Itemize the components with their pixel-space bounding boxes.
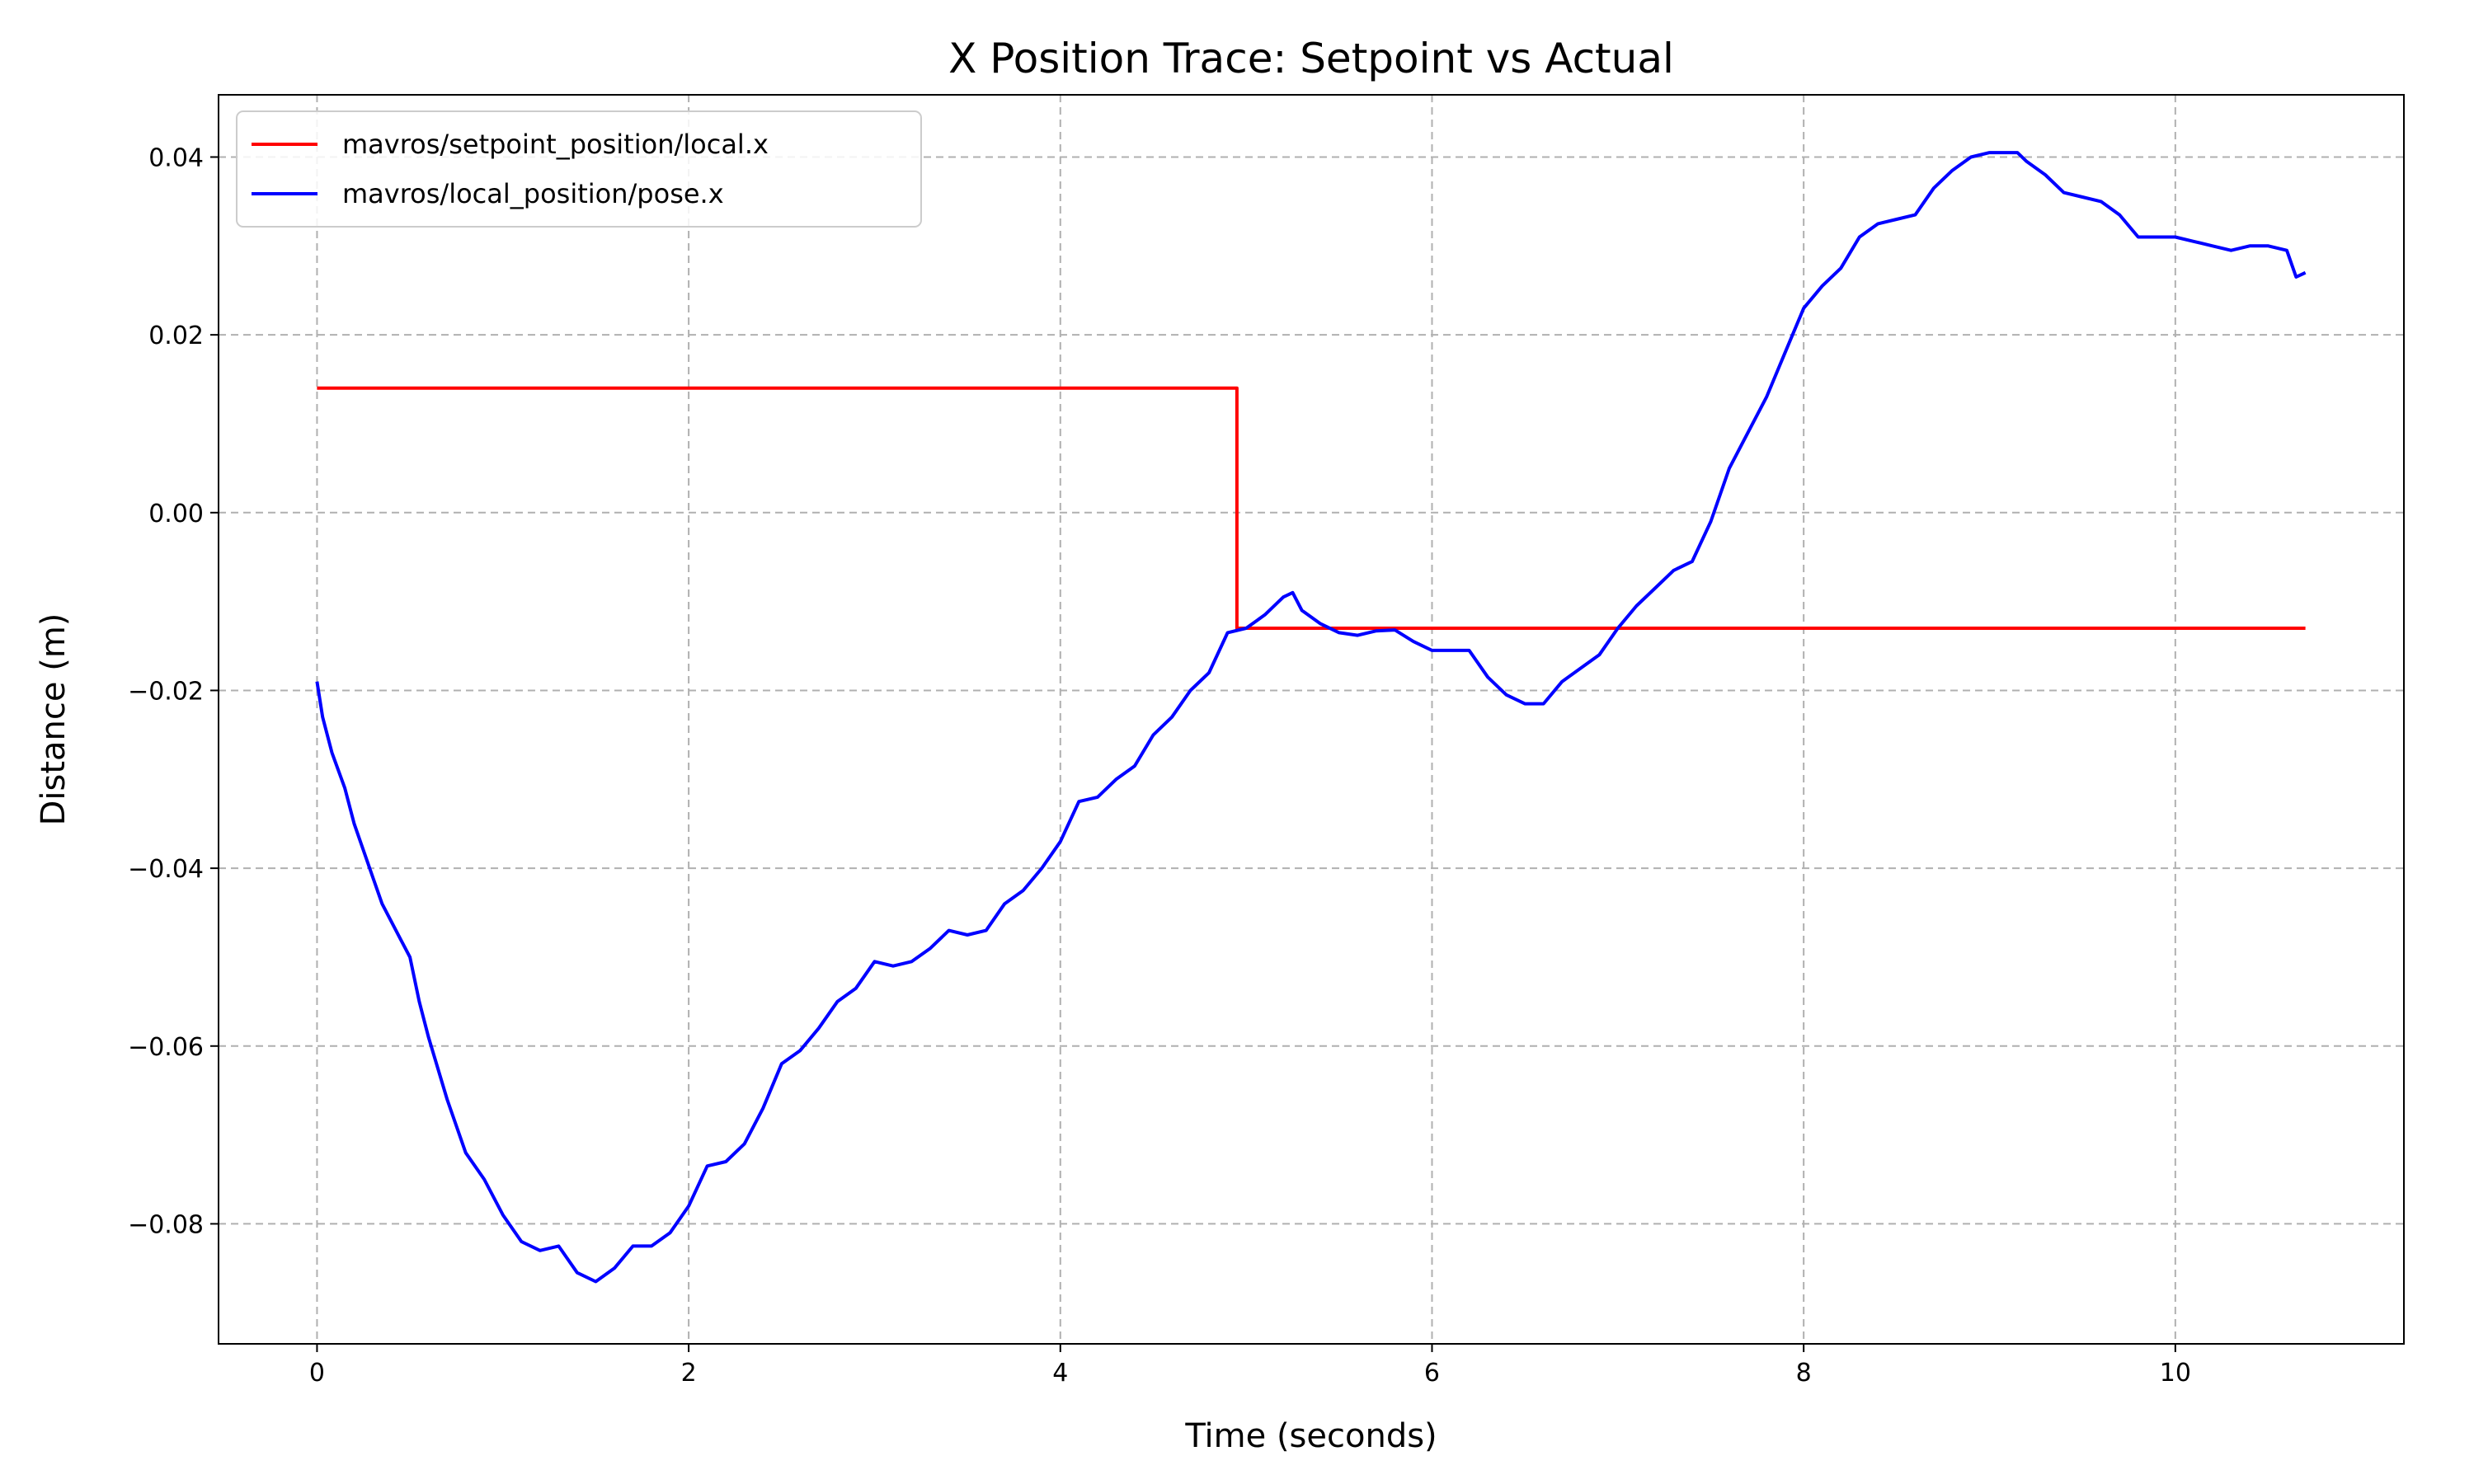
series-line-1 bbox=[315, 151, 2307, 1284]
y-tick-label: −0.06 bbox=[128, 1033, 204, 1062]
y-tick-label: −0.04 bbox=[128, 855, 204, 884]
series-layer bbox=[315, 151, 2307, 1284]
x-tick-label: 6 bbox=[1424, 1359, 1440, 1388]
x-tick-label: 4 bbox=[1052, 1359, 1068, 1388]
legend-box bbox=[236, 110, 922, 228]
y-axis-label: Distance (m) bbox=[35, 613, 73, 826]
x-tick-label: 10 bbox=[2160, 1359, 2191, 1388]
x-tick-label: 0 bbox=[309, 1359, 325, 1388]
plot-frame bbox=[218, 94, 2405, 1345]
y-tick-label: −0.08 bbox=[128, 1210, 204, 1239]
grid bbox=[219, 95, 2404, 1344]
series-line-0 bbox=[317, 386, 2306, 630]
legend-label-1: mavros/local_position/pose.x bbox=[342, 178, 724, 209]
x-tick-label: 8 bbox=[1796, 1359, 1812, 1388]
y-tick-label: −0.02 bbox=[128, 677, 204, 706]
y-tick-label: 0.02 bbox=[148, 322, 204, 350]
y-tick-label: 0.04 bbox=[148, 143, 204, 172]
axes: 0 2 4 6 8 10 −0.08 −0.06 −0.04 −0.02 0.00 0.02 0.04 bbox=[128, 143, 2191, 1388]
x-axis-label: Time (seconds) bbox=[1184, 1417, 1437, 1455]
x-tick-label: 2 bbox=[681, 1359, 697, 1388]
legend-label-0: mavros/setpoint_position/local.x bbox=[342, 129, 769, 160]
chart-title: X Position Trace: Setpoint vs Actual bbox=[948, 35, 1674, 82]
y-tick-label: 0.00 bbox=[148, 500, 204, 528]
legend: mavros/setpoint_position/local.x mavros/l… bbox=[236, 110, 922, 228]
